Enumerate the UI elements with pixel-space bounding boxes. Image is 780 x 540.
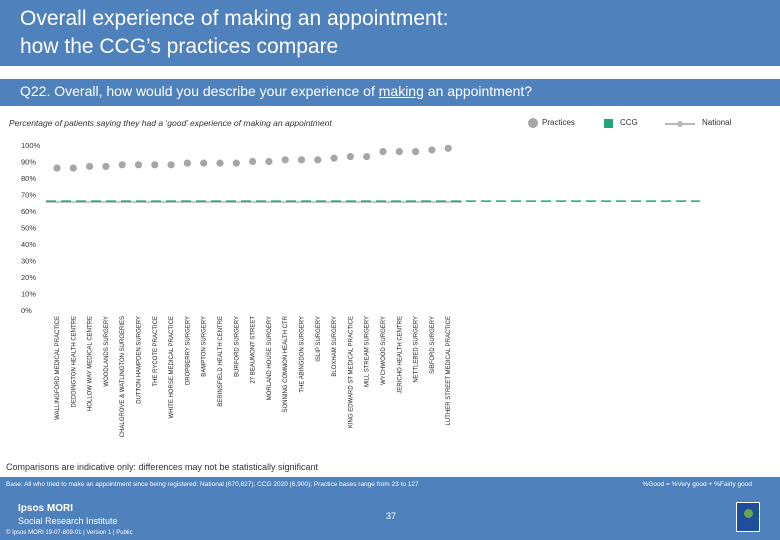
practice-point xyxy=(200,159,208,167)
legend-ccg-label: CCG xyxy=(620,118,638,127)
y-tick-label: 0% xyxy=(21,306,32,315)
practice-point xyxy=(167,161,175,169)
question-bar: Q22. Overall, how would you describe you… xyxy=(0,79,780,106)
category-label: MORLAND HOUSE SURGERY xyxy=(267,316,273,400)
category-label: ISLIP SURGERY xyxy=(316,316,322,362)
category-label: DEDDINGTON HEALTH CENTRE xyxy=(71,316,77,407)
category-label: WHITE HORSE MEDICAL PRACTICE xyxy=(169,316,175,418)
practice-point xyxy=(69,164,77,172)
category-label: SIBFORD SURGERY xyxy=(430,316,436,374)
practice-point xyxy=(249,157,257,166)
category-label: MILL STREAM SURGERY xyxy=(365,316,371,387)
y-tick-label: 60% xyxy=(21,207,36,216)
category-label: DUTTON HAMPDEN SURGERY xyxy=(137,316,143,404)
question-prefix: Q22. Overall, how would you describe you… xyxy=(20,83,379,99)
y-tick-label: 10% xyxy=(21,290,36,299)
question-suffix: an appointment? xyxy=(423,83,533,99)
practice-point xyxy=(265,157,273,166)
practice-point xyxy=(379,148,387,156)
practice-point xyxy=(363,152,371,161)
category-label: 27 BEAUMONT STREET xyxy=(251,316,257,384)
copyright-text: © Ipsos MORI 19-07-809-01 | Version 1 | … xyxy=(6,530,133,536)
category-label: JERICHO HEALTH CENTRE xyxy=(397,316,403,394)
category-label: NETTLEBED SURGERY xyxy=(414,316,420,383)
category-label: KING EDWARD ST MEDICAL PRACTICE xyxy=(348,316,354,428)
category-label: THE RYCOTE PRACTICE xyxy=(153,316,159,387)
category-label: BAMPTON SURGERY xyxy=(202,316,208,377)
comparison-footnote: Comparisons are indicative only: differe… xyxy=(6,462,318,472)
category-label: SONNING COMMON HEALTH CTR xyxy=(283,315,289,412)
scatter-chart: 100% 90% 80% 70% 60% 50% 40% 30% 20% 10% 0% WALLING… xyxy=(21,141,700,437)
legend-practices-dot-icon xyxy=(528,118,538,128)
practice-point xyxy=(232,159,240,167)
title-bar: Overall experience of making an appointm… xyxy=(0,0,780,66)
practice-point xyxy=(102,162,110,171)
practice-point xyxy=(53,164,61,172)
practice-point xyxy=(151,161,159,169)
y-tick-label: 20% xyxy=(21,273,36,282)
category-label: BLOXHAM SURGERY xyxy=(332,316,338,377)
practice-point xyxy=(183,159,191,167)
page-number: 37 xyxy=(386,511,397,521)
category-label: HOLLOW WAY MEDICAL CENTRE xyxy=(88,316,94,411)
ipsos-logo-text: Ipsos MORI xyxy=(18,503,74,514)
base-text: Base: All who tried to make an appointme… xyxy=(6,481,419,488)
y-tick-label: 30% xyxy=(21,257,36,266)
chart-title: Percentage of patients saying they had a… xyxy=(9,118,332,128)
practice-point xyxy=(346,152,354,161)
category-label: BERINSFIELD HEALTH CENTRE xyxy=(218,316,224,407)
category-label: WOODLANDS SURGERY xyxy=(104,316,110,387)
legend-national-line-icon xyxy=(665,121,695,127)
practice-point xyxy=(428,146,436,154)
page-title-line1: Overall experience of making an appointm… xyxy=(20,7,449,30)
practice-point xyxy=(297,156,306,164)
y-tick-label: 40% xyxy=(21,240,36,249)
y-tick-label: 80% xyxy=(21,174,36,183)
y-tick-label: 70% xyxy=(21,191,36,200)
ipsos-badge-icon xyxy=(736,502,760,532)
practice-point xyxy=(330,154,338,162)
question-emphasis: making xyxy=(378,83,424,99)
y-tick-label: 100% xyxy=(21,141,41,150)
y-tick-label: 90% xyxy=(21,158,36,167)
good-definition: %Good = %Very good + %Fairly good xyxy=(642,481,752,488)
category-label: BURFORD SURGERY xyxy=(234,316,240,377)
footer-bar xyxy=(0,477,780,540)
category-label: CHALGROVE & WATLINGTON SURGERIES xyxy=(120,316,126,437)
practice-point xyxy=(216,159,224,167)
category-label: WYCHWOOD SURGERY xyxy=(381,316,387,385)
practice-point xyxy=(314,156,322,164)
category-label: DROPBERRY SURGERY xyxy=(185,316,191,385)
practice-point xyxy=(281,156,289,164)
practice-point xyxy=(134,161,143,169)
legend-practices-label: Practices xyxy=(542,118,575,127)
page-title-line2: how the CCG’s practices compare xyxy=(20,35,339,58)
practice-point xyxy=(118,161,126,169)
practice-point xyxy=(86,162,94,171)
legend-national-label: National xyxy=(702,118,732,127)
y-tick-label: 50% xyxy=(21,224,36,233)
legend-ccg-swatch-icon xyxy=(604,119,613,128)
question-text: Q22. Overall, how would you describe you… xyxy=(20,83,532,99)
practice-point xyxy=(444,144,452,152)
practice-point xyxy=(395,148,403,156)
category-label: THE ABINGDON SURGERY xyxy=(300,316,306,393)
sri-logo-text: Social Research Institute xyxy=(18,516,118,526)
practice-point xyxy=(412,148,420,156)
category-label: LUTHER STREET MEDICAL PRACTICE xyxy=(446,316,452,425)
category-label: WALLINGFORD MEDICAL PRACTICE xyxy=(55,316,61,420)
